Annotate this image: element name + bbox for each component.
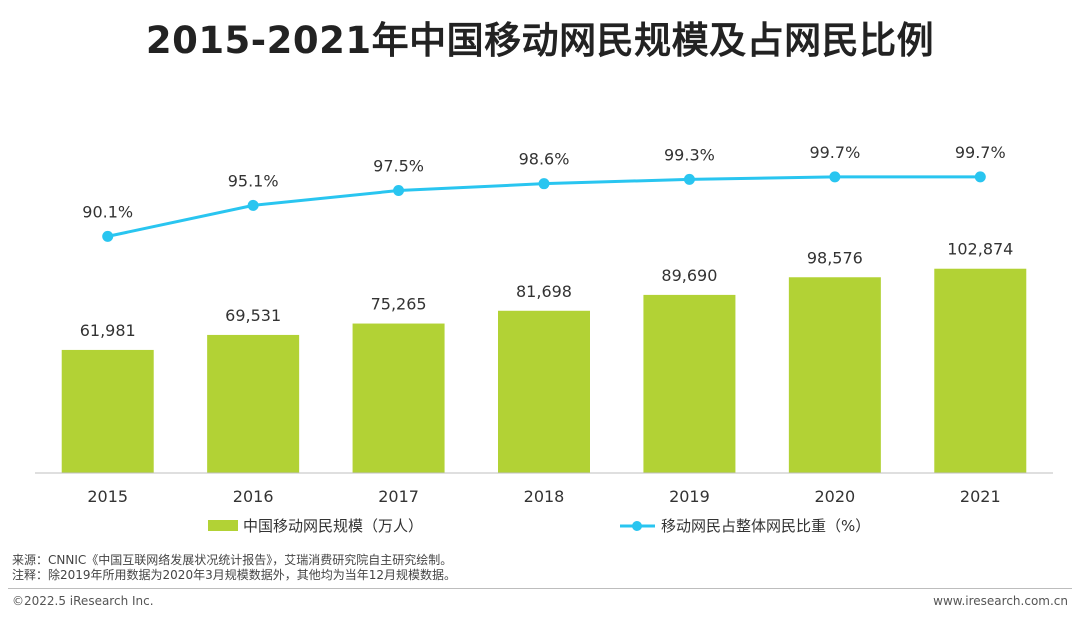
bar-2020 xyxy=(788,277,881,473)
bar-2021 xyxy=(934,268,1027,473)
legend-bar-label: 中国移动网民规模（万人） xyxy=(243,517,423,535)
legend-line-label: 移动网民占整体网民比重（%） xyxy=(661,517,870,535)
line-value-label-2015: 90.1% xyxy=(82,202,133,221)
x-tick-label-2015: 2015 xyxy=(87,487,128,506)
copyright: ©2022.5 iResearch Inc. xyxy=(12,594,154,608)
x-tick-label-2018: 2018 xyxy=(524,487,565,506)
source-note: 来源：CNNIC《中国互联网络发展状况统计报告》，艾瑞消费研究院自主研究绘制。 xyxy=(12,553,453,567)
line-point-2021 xyxy=(974,171,986,183)
bar-2017 xyxy=(352,323,445,473)
line-value-label-2017: 97.5% xyxy=(373,157,424,176)
x-tick-label-2021: 2021 xyxy=(960,487,1001,506)
line-point-2020 xyxy=(829,171,841,183)
bar-value-label-2019: 89,690 xyxy=(661,266,717,285)
bar-2016 xyxy=(207,334,300,473)
legend-line-marker xyxy=(632,521,642,531)
x-tick-label-2019: 2019 xyxy=(669,487,710,506)
line-value-label-2018: 98.6% xyxy=(519,150,570,169)
line-point-2018 xyxy=(538,178,550,190)
x-tick-label-2016: 2016 xyxy=(233,487,274,506)
bar-value-label-2017: 75,265 xyxy=(371,295,427,314)
website-url: www.iresearch.com.cn xyxy=(933,594,1068,608)
x-tick-label-2017: 2017 xyxy=(378,487,419,506)
bar-value-label-2020: 98,576 xyxy=(807,248,863,267)
line-value-label-2020: 99.7% xyxy=(809,143,860,162)
bar-value-label-2016: 69,531 xyxy=(225,306,281,325)
line-point-2016 xyxy=(247,199,259,211)
line-value-label-2021: 99.7% xyxy=(955,143,1006,162)
bar-value-label-2018: 81,698 xyxy=(516,282,572,301)
line-point-2017 xyxy=(393,185,405,196)
annotation-note: 注释：除2019年所用数据为2020年3月规模数据外，其他均为当年12月规模数据… xyxy=(12,568,456,582)
line-point-2015 xyxy=(102,230,114,242)
footer-divider xyxy=(8,588,1072,589)
chart-title: 2015-2021年中国移动网民规模及占网民比例 xyxy=(145,19,935,62)
bar-2018 xyxy=(498,310,590,473)
line-point-2019 xyxy=(683,173,695,185)
line-value-label-2019: 99.3% xyxy=(664,145,715,164)
x-tick-label-2020: 2020 xyxy=(814,487,855,506)
legend-bar-swatch xyxy=(208,520,238,531)
line-value-label-2016: 95.1% xyxy=(228,171,279,190)
bar-2019 xyxy=(643,294,736,473)
bar-value-label-2015: 61,981 xyxy=(80,321,136,340)
bar-value-label-2021: 102,874 xyxy=(947,240,1013,259)
bar-2015 xyxy=(61,349,154,473)
